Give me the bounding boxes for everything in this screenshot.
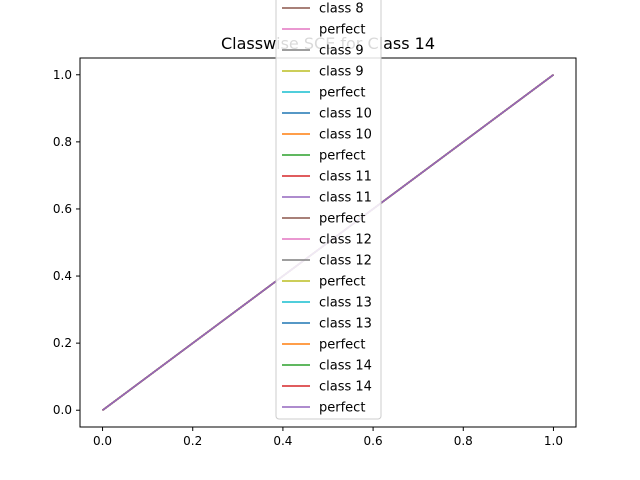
y-tick-label: 0.8 bbox=[53, 135, 72, 149]
legend-label: class 9 bbox=[319, 44, 364, 59]
y-tick-label: 0.2 bbox=[53, 336, 72, 350]
x-tick-label: 0.0 bbox=[93, 434, 112, 448]
legend-label: class 14 bbox=[319, 380, 372, 395]
legend-label: class 8 bbox=[319, 2, 364, 17]
x-tick-label: 0.2 bbox=[183, 434, 202, 448]
y-tick-label: 0.0 bbox=[53, 403, 72, 417]
legend-label: perfect bbox=[319, 86, 365, 101]
x-tick-label: 0.8 bbox=[454, 434, 473, 448]
x-axis: 0.0 0.2 0.4 0.6 0.8 1.0 bbox=[93, 427, 563, 448]
legend-label: perfect bbox=[319, 401, 365, 416]
legend-label: perfect bbox=[319, 23, 365, 38]
legend-label: class 13 bbox=[319, 317, 372, 332]
legend-label: class 9 bbox=[319, 65, 364, 80]
x-tick-label: 0.6 bbox=[364, 434, 383, 448]
legend: class 8 perfect class 9 class 9 perfect class… bbox=[275, 0, 382, 420]
y-tick-label: 1.0 bbox=[53, 68, 72, 82]
legend-label: class 12 bbox=[319, 233, 372, 248]
y-tick-label: 0.6 bbox=[53, 202, 72, 216]
legend-label: class 13 bbox=[319, 296, 372, 311]
x-tick-label: 0.4 bbox=[273, 434, 292, 448]
legend-label: class 10 bbox=[319, 107, 372, 122]
legend-label: class 11 bbox=[319, 170, 372, 185]
legend-label: perfect bbox=[319, 212, 365, 227]
legend-label: perfect bbox=[319, 149, 365, 164]
y-tick-label: 0.4 bbox=[53, 269, 72, 283]
legend-box bbox=[275, 0, 382, 420]
legend-label: class 10 bbox=[319, 128, 372, 143]
legend-label: class 12 bbox=[319, 254, 372, 269]
y-axis: 0.0 0.2 0.4 0.6 0.8 1.0 bbox=[53, 68, 80, 417]
legend-label: perfect bbox=[319, 275, 365, 290]
x-tick-label: 1.0 bbox=[544, 434, 563, 448]
legend-label: class 11 bbox=[319, 191, 372, 206]
legend-label: class 14 bbox=[319, 359, 372, 374]
legend-label: perfect bbox=[319, 338, 365, 353]
